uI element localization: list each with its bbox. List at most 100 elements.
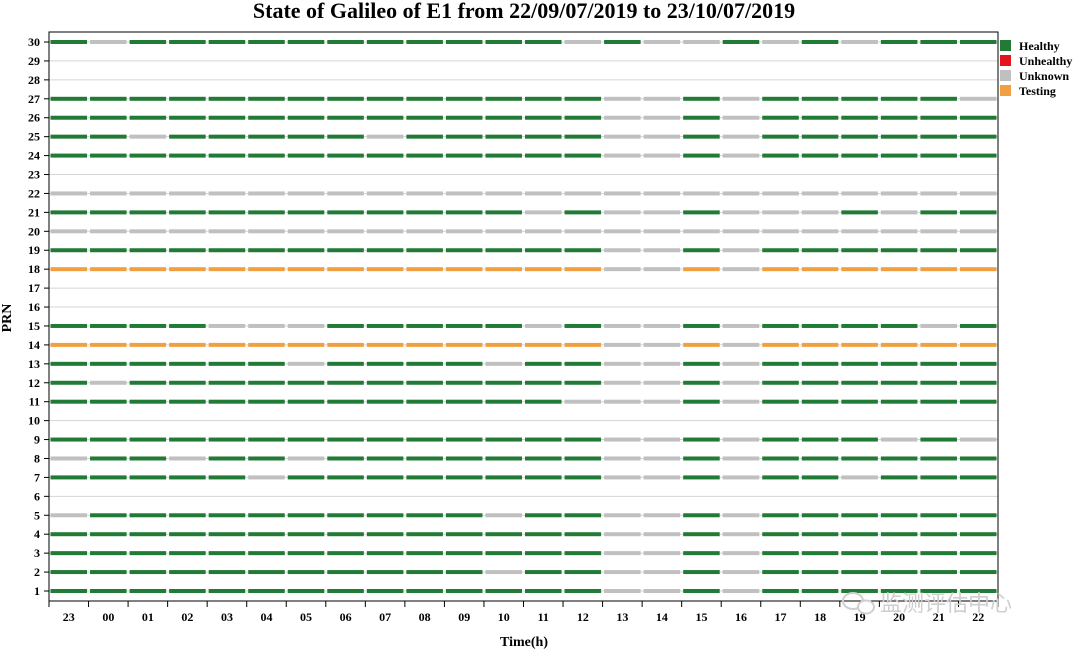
state-bar-prn-7 — [722, 475, 760, 480]
x-tick-label: 03 — [221, 610, 233, 624]
state-bar-prn-18 — [525, 267, 562, 272]
state-bar-prn-27 — [445, 96, 483, 101]
state-bar-prn-24 — [880, 153, 918, 158]
state-bar-prn-20 — [683, 229, 720, 234]
state-bar-prn-18 — [959, 267, 997, 272]
state-bar-prn-13 — [406, 361, 443, 366]
state-bar-prn-15 — [841, 323, 878, 328]
state-bar-prn-9 — [485, 437, 522, 442]
state-bar-prn-4 — [90, 532, 127, 537]
state-bar-prn-11 — [485, 399, 522, 404]
chart-title: State of Galileo of E1 from 22/09/07/201… — [253, 0, 795, 23]
state-bar-prn-21 — [722, 210, 760, 215]
state-bar-prn-19 — [90, 248, 127, 253]
state-bar-prn-4 — [445, 532, 483, 537]
state-bar-prn-21 — [287, 210, 325, 215]
state-bar-prn-19 — [564, 248, 602, 253]
state-bar-prn-15 — [604, 323, 641, 328]
state-bar-prn-20 — [564, 229, 602, 234]
state-bar-prn-21 — [762, 210, 799, 215]
state-bar-prn-5 — [841, 513, 878, 518]
state-bar-prn-12 — [564, 380, 602, 385]
state-bar-prn-20 — [959, 229, 997, 234]
state-bar-prn-27 — [327, 96, 364, 101]
state-bar-prn-1 — [841, 589, 878, 593]
state-bar-prn-20 — [208, 229, 246, 234]
state-bar-prn-26 — [643, 115, 681, 120]
state-bar-prn-30 — [643, 40, 681, 44]
state-bar-prn-13 — [327, 361, 364, 366]
state-bar-prn-18 — [208, 267, 246, 272]
state-bar-prn-1 — [920, 589, 957, 593]
state-bar-prn-25 — [920, 134, 957, 139]
state-bar-prn-5 — [920, 513, 957, 518]
state-bar-prn-11 — [920, 399, 957, 404]
state-bar-prn-9 — [643, 437, 681, 442]
state-bar-prn-19 — [445, 248, 483, 253]
state-bar-prn-1 — [643, 589, 681, 593]
state-bar-prn-7 — [406, 475, 443, 480]
state-bar-prn-12 — [208, 380, 246, 385]
state-bar-prn-13 — [366, 361, 404, 366]
state-bar-prn-12 — [880, 380, 918, 385]
state-bar-prn-26 — [366, 115, 404, 120]
state-bar-prn-15 — [169, 323, 206, 328]
state-bar-prn-27 — [208, 96, 246, 101]
state-bar-prn-18 — [90, 267, 127, 272]
state-bar-prn-11 — [208, 399, 246, 404]
state-bar-prn-1 — [525, 589, 562, 593]
state-bar-prn-19 — [643, 248, 681, 253]
x-tick-label: 17 — [775, 610, 787, 624]
state-bar-prn-9 — [169, 437, 206, 442]
state-bar-prn-11 — [90, 399, 127, 404]
y-tick-label: 16 — [28, 300, 40, 314]
state-bar-prn-26 — [90, 115, 127, 120]
y-tick-label: 30 — [28, 35, 40, 49]
state-bar-prn-7 — [643, 475, 681, 480]
state-bar-prn-2 — [208, 570, 246, 575]
state-bar-prn-2 — [604, 570, 641, 575]
state-bar-prn-2 — [287, 570, 325, 575]
state-bar-prn-7 — [50, 475, 88, 480]
state-bar-prn-12 — [445, 380, 483, 385]
state-bar-prn-5 — [801, 513, 839, 518]
state-bar-prn-2 — [880, 570, 918, 575]
state-bar-prn-14 — [90, 342, 127, 347]
state-bar-prn-20 — [841, 229, 878, 234]
y-tick-label: 24 — [28, 149, 40, 163]
state-bar-prn-24 — [169, 153, 206, 158]
state-bar-prn-24 — [841, 153, 878, 158]
state-bar-prn-25 — [880, 134, 918, 139]
state-bar-prn-8 — [683, 456, 720, 461]
state-bar-prn-2 — [327, 570, 364, 575]
state-bar-prn-5 — [327, 513, 364, 518]
state-bar-prn-15 — [129, 323, 167, 328]
state-bar-prn-18 — [406, 267, 443, 272]
y-tick-label: 12 — [28, 376, 40, 390]
x-tick-label: 23 — [63, 610, 75, 624]
state-bar-prn-5 — [50, 513, 88, 518]
state-bar-prn-19 — [208, 248, 246, 253]
state-bar-prn-22 — [129, 191, 167, 196]
x-tick-label: 10 — [498, 610, 510, 624]
state-bar-prn-30 — [604, 40, 641, 44]
state-bar-prn-7 — [366, 475, 404, 480]
state-bar-prn-12 — [485, 380, 522, 385]
state-bar-prn-7 — [129, 475, 167, 480]
state-bar-prn-21 — [959, 210, 997, 215]
state-bar-prn-19 — [604, 248, 641, 253]
state-bar-prn-15 — [525, 323, 562, 328]
state-bar-prn-1 — [169, 589, 206, 593]
y-tick-label: 11 — [29, 395, 40, 409]
y-tick-label: 14 — [28, 338, 40, 352]
state-bar-prn-13 — [169, 361, 206, 366]
state-bar-prn-20 — [604, 229, 641, 234]
state-bar-prn-21 — [485, 210, 522, 215]
state-bar-prn-25 — [327, 134, 364, 139]
state-bar-prn-4 — [959, 532, 997, 537]
state-bar-prn-24 — [564, 153, 602, 158]
y-tick-label: 13 — [28, 357, 40, 371]
state-bar-prn-2 — [564, 570, 602, 575]
state-bar-prn-2 — [445, 570, 483, 575]
state-bar-prn-27 — [841, 96, 878, 101]
